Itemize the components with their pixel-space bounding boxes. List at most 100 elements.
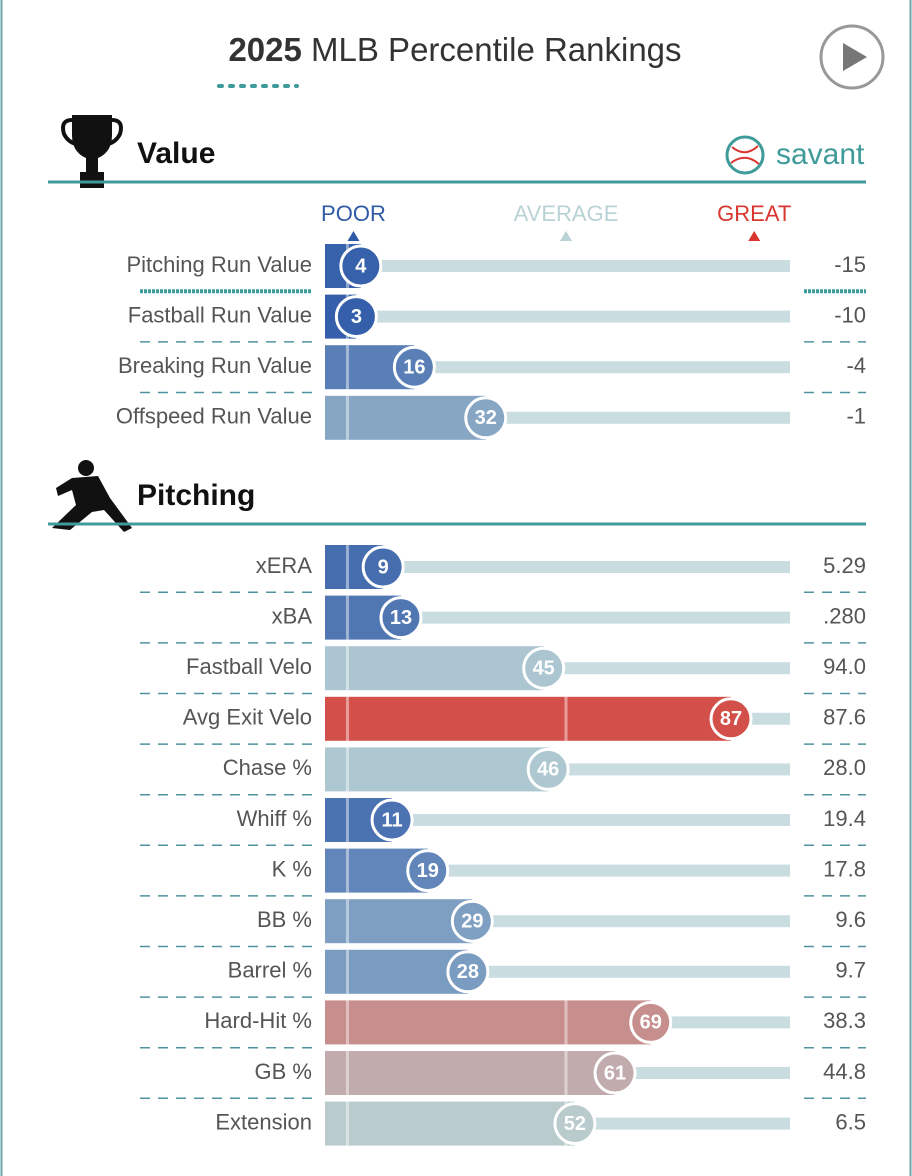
percentile-label: 9: [378, 556, 389, 578]
scale-marker: [748, 231, 761, 241]
track: [650, 1016, 790, 1029]
track: [574, 1117, 790, 1130]
track: [615, 1067, 790, 1079]
percentile-label: 87: [720, 708, 742, 730]
section-title: Value: [137, 137, 215, 170]
stat-value: 9.6: [835, 907, 866, 932]
percentile-label: 29: [461, 910, 483, 932]
percentile-dot: [709, 697, 753, 741]
stat-value: 44.8: [823, 1059, 866, 1084]
stat-value: 19.4: [823, 806, 866, 831]
track: [392, 814, 790, 826]
metric-row: xBA 13 .280: [140, 595, 866, 644]
bar: [325, 949, 468, 994]
play-button[interactable]: [819, 24, 885, 90]
scale-label: AVERAGE: [514, 201, 619, 226]
percentile-dot: [553, 1102, 597, 1146]
percentile-dot: [593, 1051, 637, 1095]
stat-value: -4: [846, 353, 866, 378]
stat-value: -10: [834, 302, 866, 327]
title-year: 2025: [228, 31, 301, 68]
metric-label: xBA: [272, 603, 313, 628]
stat-value: 28.0: [823, 755, 866, 780]
percentile-label: 32: [475, 407, 497, 429]
stat-value: -1: [846, 404, 866, 429]
percentile-dot: [450, 899, 494, 943]
metric-row: Fastball Velo 45 94.0: [140, 646, 866, 695]
scale-marker: [347, 231, 360, 241]
metric-label: K %: [272, 856, 312, 881]
bar: [325, 1000, 651, 1045]
bar: [325, 1051, 616, 1095]
percentile-dot: [446, 950, 490, 994]
percentile-dot: [370, 798, 414, 842]
stat-value: 5.29: [823, 553, 866, 578]
metric-row: Avg Exit Velo 87 87.6: [140, 696, 866, 745]
metric-row: Hard-Hit % 69 38.3: [140, 1000, 866, 1049]
metric-label: GB %: [255, 1059, 312, 1084]
bar: [325, 696, 732, 741]
percentile-dot: [334, 295, 378, 339]
percentile-label: 16: [403, 356, 425, 378]
brand: savant: [776, 138, 865, 171]
track: [472, 915, 790, 928]
percentile-dot: [522, 646, 566, 690]
metric-row: Fastball Run Value 3 -10: [128, 294, 866, 343]
percentile-dot: [629, 1000, 673, 1044]
metric-label: Pitching Run Value: [127, 252, 313, 277]
bar: [325, 747, 549, 792]
metric-label: Avg Exit Velo: [183, 705, 312, 730]
metric-row: Whiff % 11 19.4: [140, 798, 866, 847]
bar: [325, 395, 486, 440]
metric-label: Fastball Velo: [186, 654, 312, 679]
percentile-dot: [526, 747, 570, 791]
metric-label: BB %: [257, 907, 312, 932]
track: [383, 561, 790, 573]
percentile-label: 11: [381, 809, 402, 831]
metric-label: Breaking Run Value: [118, 353, 312, 378]
percentile-label: 13: [390, 607, 412, 629]
stat-value: 17.8: [823, 856, 866, 881]
scale-marker: [560, 231, 572, 241]
percentile-label: 28: [457, 961, 479, 983]
metric-row: Offspeed Run Value 32 -1: [116, 395, 866, 440]
metric-label: Chase %: [223, 755, 312, 780]
trophy-icon: [61, 115, 123, 188]
metric-label: Offspeed Run Value: [116, 404, 312, 429]
percentile-label: 52: [564, 1113, 586, 1135]
percentile-label: 69: [640, 1012, 662, 1034]
savant-logo: [725, 135, 765, 175]
metric-label: xERA: [256, 553, 313, 578]
track: [467, 965, 790, 978]
metric-row: Barrel % 28 9.7: [140, 949, 866, 998]
metric-row: xERA 9 5.29: [140, 545, 866, 594]
stat-value: 38.3: [823, 1008, 866, 1033]
stat-value: -15: [834, 252, 866, 277]
percentile-dot: [464, 396, 508, 440]
section-title: Pitching: [137, 479, 255, 512]
metric-row: GB % 61 44.8: [140, 1051, 866, 1100]
metric-row: Extension 52 6.5: [215, 1101, 866, 1146]
stat-value: .280: [823, 603, 866, 628]
track: [414, 361, 790, 374]
percentile-dot: [361, 545, 405, 589]
stat-value: 9.7: [835, 958, 866, 983]
percentile-dot: [392, 345, 436, 389]
metric-label: Hard-Hit %: [204, 1008, 312, 1033]
stat-value: 87.6: [823, 705, 866, 730]
bar: [325, 646, 544, 691]
track: [548, 763, 790, 776]
track: [427, 864, 790, 877]
percentile-label: 45: [533, 657, 555, 679]
percentile-dot: [339, 244, 383, 288]
percentile-label: 61: [604, 1062, 626, 1084]
stat-value: 94.0: [823, 654, 866, 679]
track: [485, 411, 790, 424]
percentile-label: 4: [355, 255, 367, 277]
metric-label: Fastball Run Value: [128, 302, 312, 327]
metric-row: Chase % 46 28.0: [140, 747, 866, 796]
scale-label: GREAT: [717, 201, 791, 226]
track: [360, 260, 790, 272]
